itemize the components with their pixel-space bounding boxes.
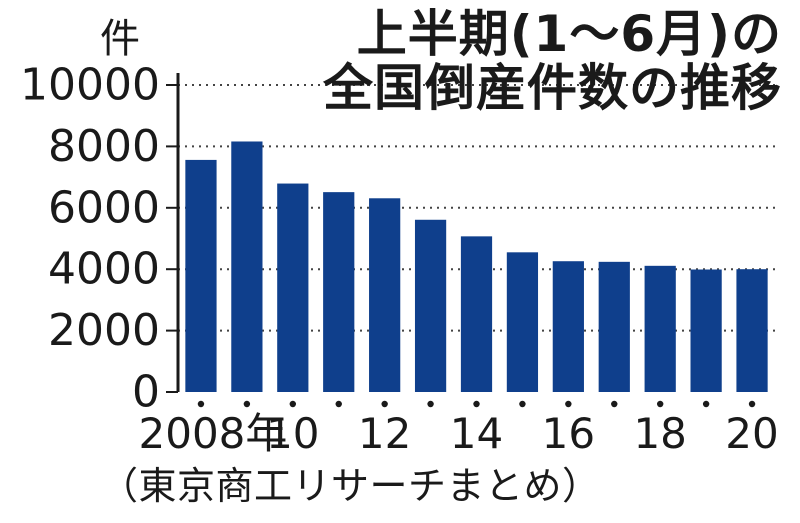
chart-title-line-1: 上半期(1～6月)の	[356, 5, 782, 63]
bar-2016	[552, 261, 584, 392]
bar-2008	[185, 159, 217, 392]
y-tick-label: 4000	[48, 244, 160, 295]
x-tick-dot	[702, 400, 710, 408]
bar-2020	[736, 269, 768, 392]
x-tick-label: 12	[358, 409, 411, 458]
x-tick-dot	[289, 400, 297, 408]
bar-2018	[644, 265, 676, 392]
y-tick-label: 0	[132, 367, 160, 418]
bar-2009	[231, 141, 263, 392]
x-tick-label: 14	[450, 409, 503, 458]
x-tick-dot	[243, 400, 251, 408]
bar-2011	[323, 192, 355, 392]
y-axis-ticks: 0 2000 4000 6000 8000 10000	[20, 60, 160, 418]
bar-2017	[598, 261, 630, 392]
x-tick-dot	[473, 400, 480, 408]
x-tick-dot	[656, 400, 664, 408]
x-tick-label: 2008年	[139, 409, 288, 458]
x-tick-dot	[197, 400, 205, 408]
bar-2019	[690, 269, 722, 392]
x-tick-label: 18	[633, 409, 686, 458]
x-tick-dot	[519, 400, 526, 408]
y-tick-label: 2000	[48, 305, 160, 356]
bar-2013	[414, 219, 447, 392]
bar-2015	[506, 252, 539, 392]
x-tick-label: 10	[266, 409, 319, 458]
x-tick-dot	[335, 400, 342, 408]
x-tick-dot	[748, 400, 756, 408]
x-tick-dot	[565, 400, 572, 408]
x-tick-label: 20	[725, 409, 778, 458]
x-tick-label: 16	[542, 409, 595, 458]
source-note: （東京商工リサーチまとめ）	[100, 464, 601, 508]
bars	[185, 141, 768, 392]
x-tick-dot	[611, 400, 618, 408]
bar-2010	[277, 183, 309, 392]
axes	[166, 73, 756, 408]
x-tick-dot	[381, 400, 388, 408]
y-axis-unit-label: 件	[100, 16, 140, 62]
y-tick-label: 8000	[48, 121, 160, 172]
chart-title-line-2: 全国倒産件数の推移	[323, 59, 782, 117]
bar-2012	[369, 198, 401, 392]
x-tick-dot	[427, 400, 434, 408]
bar-2014	[460, 236, 493, 392]
y-tick-label: 10000	[20, 60, 160, 111]
y-tick-label: 6000	[48, 182, 160, 233]
